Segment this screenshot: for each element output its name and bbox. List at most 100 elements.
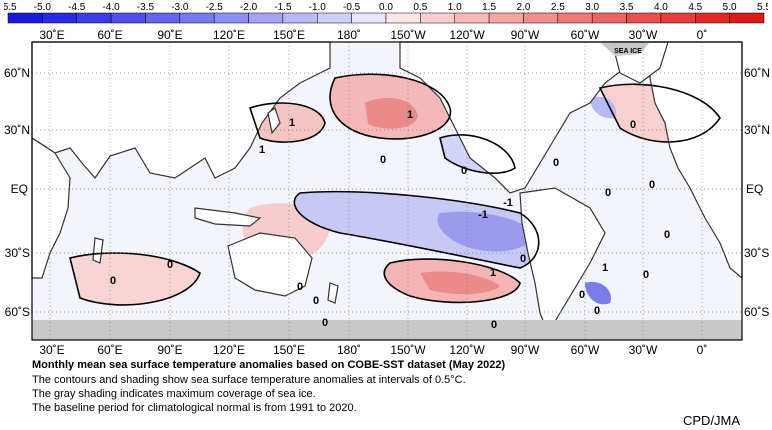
lon-label-top: 90˚E: [157, 28, 182, 42]
colorbar: -5.5 -5.0 -4.5 -4.0 -3.5 -3.0 -2.5 -2.0 -1.5 -1.0…: [4, 2, 768, 24]
landmass-africa: [31, 136, 71, 279]
contour-label: 0: [110, 275, 116, 287]
lat-label-right: 30˚N: [744, 123, 770, 137]
contour-label: 0: [605, 187, 611, 199]
colorbar-swatch: [695, 12, 730, 24]
contour-label: 0: [643, 269, 649, 281]
lon-label-top: 60˚W: [571, 28, 600, 42]
colorbar-tick-label: -4.5: [68, 2, 86, 13]
colorbar-tick-label: -5.0: [34, 2, 52, 13]
lat-label-right: 30˚S: [744, 246, 769, 260]
north-pacific-warm-core: [365, 97, 418, 129]
colorbar-tick-label: 0.0: [379, 2, 393, 13]
anomaly-contours: [69, 73, 721, 306]
caption-title: Monthly mean sea surface temperature ano…: [32, 359, 506, 371]
colorbar-swatch: [523, 12, 559, 24]
arctic-sea-ice: [600, 42, 650, 56]
sea-ice-label: SEA ICE: [614, 48, 642, 55]
contour-label: 0: [664, 229, 670, 241]
lon-label-top: 60˚E: [97, 28, 122, 42]
lon-label-bottom: 30˚W: [629, 343, 658, 357]
colorbar-swatch: [248, 12, 284, 24]
contour-label: 0: [461, 165, 467, 177]
contour-labels: 1 1 1 0 0 0 0 0 -1 -1 1 0 0 0 0 0 0 0 0 …: [110, 109, 670, 331]
colorbar-tick-label: 0.5: [413, 2, 427, 13]
south-atlantic-cool-anomaly: [585, 281, 611, 305]
longitude-labels-bottom: 30˚E 60˚E 90˚E 120˚E 150˚E 180˚ 150˚W 12…: [39, 343, 707, 357]
contour-label: 0: [520, 253, 526, 265]
caption-line: The contours and shading show sea surfac…: [32, 374, 466, 386]
colorbar-swatch: [317, 12, 352, 24]
colorbar-tick-label: -1.0: [309, 2, 327, 13]
longitude-labels-top: 30˚E 60˚E 90˚E 120˚E 150˚E 180˚ 150˚W 12…: [39, 28, 707, 42]
lat-label-left: 30˚S: [5, 246, 30, 260]
colorbar-swatch: [488, 12, 524, 24]
landmass-australia: [227, 232, 313, 297]
contour-label: -1: [503, 197, 513, 209]
contour-label: 0: [380, 154, 386, 166]
contour-label: 0: [594, 305, 600, 317]
colorbar-tick-label: -4.0: [102, 2, 120, 13]
colorbar-tick-label: 3.5: [620, 2, 634, 13]
colorbar-tick-label: 2.5: [551, 2, 565, 13]
colorbar-tick-label: -3.5: [137, 2, 155, 13]
lon-label-bottom: 0˚: [697, 343, 708, 357]
equatorial-pacific-cool-core: [437, 211, 535, 252]
contour-line: [248, 102, 326, 143]
caption-line: The baseline period for climatological n…: [32, 402, 357, 414]
colorbar-tick-label: -5.5: [4, 2, 17, 13]
latitude-labels-right: 60˚N 30˚N EQ 30˚S 60˚S: [744, 66, 770, 319]
contour-label: 0: [553, 157, 559, 169]
colorbar-tick-label: 5.0: [723, 2, 737, 13]
contour-label: 0: [167, 259, 173, 271]
landmass-japan: [267, 107, 281, 135]
lon-label-bottom: 180˚: [337, 343, 361, 357]
lat-label-left: 60˚N: [4, 66, 30, 80]
colorbar-swatch: [213, 12, 249, 24]
lon-label-bottom: 30˚E: [39, 343, 64, 357]
lat-label-right: EQ: [746, 182, 763, 196]
colorbar-swatch: [660, 12, 696, 24]
contour-label: 1: [490, 267, 496, 279]
lon-label-top: 150˚W: [390, 28, 426, 42]
lon-label-bottom: 60˚E: [97, 343, 122, 357]
lon-label-top: 150˚E: [273, 28, 305, 42]
lon-label-bottom: 60˚W: [571, 343, 600, 357]
colorbar-tick-label: -2.0: [240, 2, 258, 13]
colorbar-swatch: [145, 12, 181, 24]
graticule: [32, 42, 742, 340]
south-pacific-warm-core: [420, 271, 500, 295]
colorbar-swatch: [282, 12, 318, 24]
colorbar-swatch: [591, 12, 627, 24]
colorbar-tick-label: -1.5: [274, 2, 292, 13]
lon-label-bottom: 150˚W: [390, 343, 426, 357]
colorbar-tick-label: -3.0: [171, 2, 189, 13]
landmass-indonesia: [194, 207, 262, 227]
colorbar-swatch: [76, 12, 112, 24]
lon-label-top: 30˚E: [39, 28, 64, 42]
colorbar-tick-label: 2.0: [517, 2, 531, 13]
colorbar-tick-label: -2.5: [206, 2, 224, 13]
lon-label-top: 120˚E: [213, 28, 245, 42]
lon-label-bottom: 120˚W: [449, 343, 485, 357]
contour-line: [293, 190, 540, 269]
colorbar-tick-label: -0.5: [343, 2, 361, 13]
lon-label-bottom: 90˚E: [157, 343, 182, 357]
contour-label: 0: [297, 281, 303, 293]
contour-line: [598, 83, 721, 143]
contour-label: 0: [649, 179, 655, 191]
lat-label-left: 30˚N: [4, 123, 30, 137]
lat-label-left: EQ: [11, 182, 28, 196]
colorbar-swatch: [42, 12, 77, 24]
landmass-new-zealand: [327, 282, 339, 304]
indian-ocean-warm-anomaly: [70, 253, 200, 305]
colorbar-swatch: [351, 12, 387, 24]
credit-label: CPD/JMA: [683, 413, 741, 428]
latitude-labels-left: 60˚N 30˚N EQ 30˚S 60˚S: [4, 66, 30, 319]
colorbar-swatch: [557, 12, 593, 24]
sst-anomaly-map: 1 1 1 0 0 0 0 0 -1 -1 1 0 0 0 0 0 0 0 0 …: [4, 28, 770, 357]
contour-label: 1: [289, 117, 295, 129]
colorbar-tick-label: 1.5: [482, 2, 496, 13]
contour-label: 1: [407, 109, 413, 121]
colorbar-swatch: [454, 12, 490, 24]
